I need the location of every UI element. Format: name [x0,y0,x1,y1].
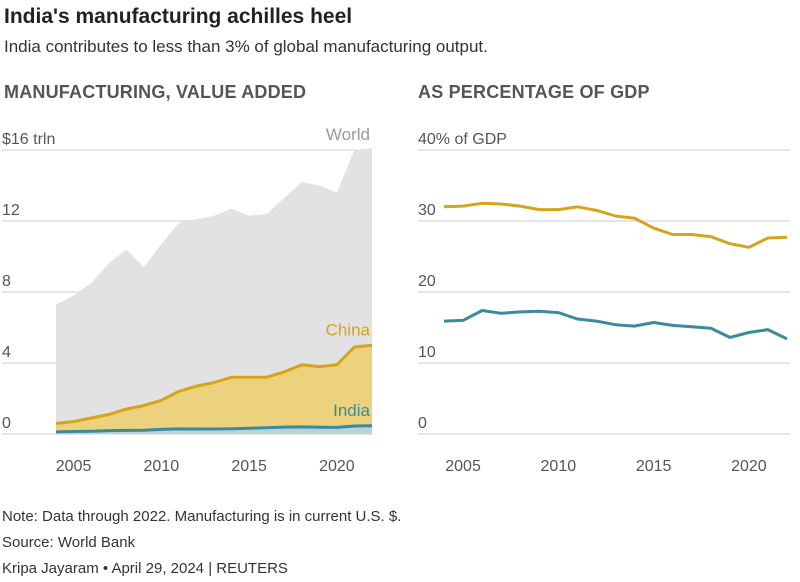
left-x-tick-2015: 2015 [231,458,267,475]
left-area-series [56,148,372,434]
left-series-labels: World China India [326,125,371,420]
left-y-tick-labels: 0 4 8 12 $16 trln [2,131,55,432]
right-x-tick-2020: 2020 [731,458,767,475]
right-line-series [443,201,788,341]
right-x-tick-2015: 2015 [636,458,672,475]
source-text: Source: World Bank [2,534,136,551]
india-line [55,424,373,434]
china-area [56,345,372,434]
right-y-tick-10: 10 [418,344,436,361]
left-line-series [55,343,373,434]
right-gridlines [418,149,790,435]
chart-subtitle: India contributes to less than 3% of glo… [4,37,488,56]
credit-text: Kripa Jayaram • April 29, 2024 | REUTERS [2,560,288,577]
right-x-tick-2010: 2010 [541,458,577,475]
left-y-tick-0: 0 [2,415,11,432]
right-y-tick-40: 40% of GDP [418,131,507,148]
china-gdp-share-line [443,201,788,249]
india-gdp-share-line [443,309,788,341]
right-y-tick-20: 20 [418,273,436,290]
left-x-tick-2020: 2020 [319,458,355,475]
left-y-tick-4: 4 [2,344,11,361]
left-x-tick-2005: 2005 [56,458,92,475]
right-y-tick-30: 30 [418,202,436,219]
left-x-tick-labels: 2005 2010 2015 2020 [56,458,355,475]
left-y-tick-16: $16 trln [2,131,55,148]
note-text: Note: Data through 2022. Manufacturing i… [2,508,402,525]
world-series-label: World [326,125,370,144]
right-panel-title: AS PERCENTAGE OF GDP [418,82,650,102]
world-area [56,148,372,434]
chart-title: India's manufacturing achilles heel [4,5,353,28]
right-x-tick-labels: 2005 2010 2015 2020 [445,458,767,475]
left-y-tick-8: 8 [2,273,11,290]
india-series-label: India [333,401,370,420]
china-series-label: China [326,320,371,339]
left-y-tick-12: 12 [2,202,20,219]
left-panel-title: MANUFACTURING, VALUE ADDED [4,82,307,102]
right-y-tick-labels: 0 10 20 30 40% of GDP [418,131,507,432]
right-y-tick-0: 0 [418,415,427,432]
right-x-tick-2005: 2005 [445,458,481,475]
left-x-tick-2010: 2010 [144,458,180,475]
china-line [55,343,373,425]
